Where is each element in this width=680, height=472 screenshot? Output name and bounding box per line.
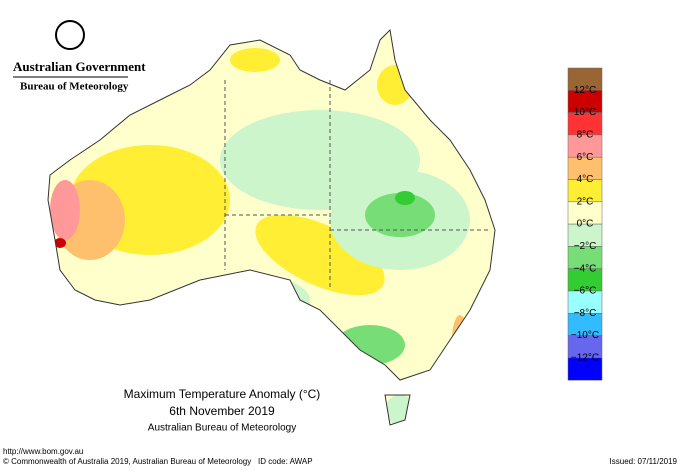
legend-swatch <box>567 357 603 381</box>
legend-label: 10°C <box>574 107 596 118</box>
legend: 12°C 10°C 8°C 6°C 4°C 2°C 0°C −2°C −4°C −6°C −8°C −… <box>567 67 603 381</box>
issued: Issued: 07/11/2019 <box>610 457 678 466</box>
id-code: ID code: AWAP <box>258 457 313 466</box>
coastline <box>47 28 496 426</box>
map-title: Maximum Temperature Anomaly (°C) <box>124 387 321 401</box>
copyright: © Commonwealth of Australia 2019, Austra… <box>3 457 251 466</box>
legend-label: 4°C <box>577 174 594 185</box>
map-source: Australian Bureau of Meteorology <box>148 423 296 434</box>
state-borders <box>224 80 490 290</box>
legend-label: 8°C <box>577 130 594 141</box>
legend-label: 2°C <box>577 196 594 207</box>
bureau-name: Bureau of Meteorology <box>20 81 129 93</box>
legend-label: 12°C <box>574 85 596 96</box>
logo <box>55 20 85 50</box>
government-name: Australian Government <box>13 59 146 74</box>
legend-label: −4°C <box>574 263 597 274</box>
map-date: 6th November 2019 <box>169 404 275 418</box>
legend-label: −10°C <box>571 330 599 341</box>
legend-label: −8°C <box>574 308 597 319</box>
legend-label: −12°C <box>571 353 599 364</box>
legend-label: −2°C <box>574 241 597 252</box>
legend-label: 6°C <box>577 152 594 163</box>
legend-label: 0°C <box>577 219 594 230</box>
legend-label: −6°C <box>574 286 597 297</box>
url: http://www.bom.gov.au <box>3 447 83 456</box>
